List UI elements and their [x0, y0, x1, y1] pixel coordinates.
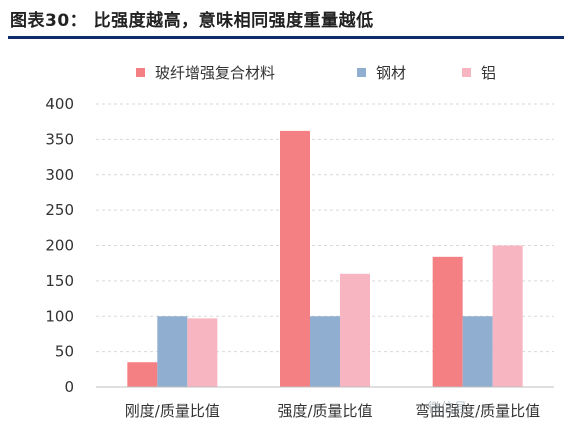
legend-swatch-glass-fiber — [136, 67, 145, 77]
legend-label-glass-fiber: 玻纤增强复合材料 — [155, 63, 276, 82]
chart-legend: 玻纤增强复合材料 钢材 铝 — [0, 60, 571, 84]
header-rule — [8, 36, 564, 39]
legend-label-steel: 钢材 — [376, 63, 407, 82]
bar-series-0-cat-2 — [432, 256, 463, 387]
bar-series-1-cat-1 — [310, 316, 340, 387]
bar-series-0-cat-1 — [280, 130, 310, 387]
y-tick-label: 150 — [45, 272, 74, 290]
legend-item-steel: 钢材 — [357, 60, 406, 84]
y-tick-label: 250 — [45, 201, 74, 219]
bar-series-1-cat-2 — [462, 316, 493, 387]
x-category-label: 强度/质量比值 — [277, 402, 372, 420]
legend-swatch-aluminum — [462, 67, 471, 77]
y-tick-label: 0 — [64, 378, 74, 396]
bar-series-1-cat-0 — [157, 316, 188, 387]
bar-series-2-cat-1 — [340, 273, 370, 387]
bar-series-0-cat-0 — [127, 362, 158, 387]
x-category-label: 弯曲强度/质量比值 — [415, 402, 540, 420]
watermark-text: 微信号: ... — [428, 401, 488, 416]
y-tick-label: 400 — [45, 95, 74, 113]
legend-item-glass-fiber: 玻纤增强复合材料 — [136, 60, 275, 84]
bar-series-2-cat-2 — [492, 245, 523, 387]
y-tick-label: 100 — [45, 307, 74, 325]
y-tick-label: 50 — [55, 343, 74, 361]
legend-label-aluminum: 铝 — [481, 63, 497, 82]
figure-title: 图表30： 比强度越高，意味相同强度重量越低 — [10, 11, 374, 31]
y-tick-label: 350 — [45, 130, 74, 148]
bar-series-2-cat-0 — [187, 318, 218, 387]
y-tick-label: 300 — [45, 166, 74, 184]
y-tick-label: 200 — [45, 237, 74, 255]
legend-item-aluminum: 铝 — [462, 60, 496, 84]
legend-swatch-steel — [357, 67, 366, 77]
figure-header: 图表30： 比强度越高，意味相同强度重量越低 — [0, 0, 571, 40]
x-category-label: 刚度/质量比值 — [125, 402, 220, 420]
